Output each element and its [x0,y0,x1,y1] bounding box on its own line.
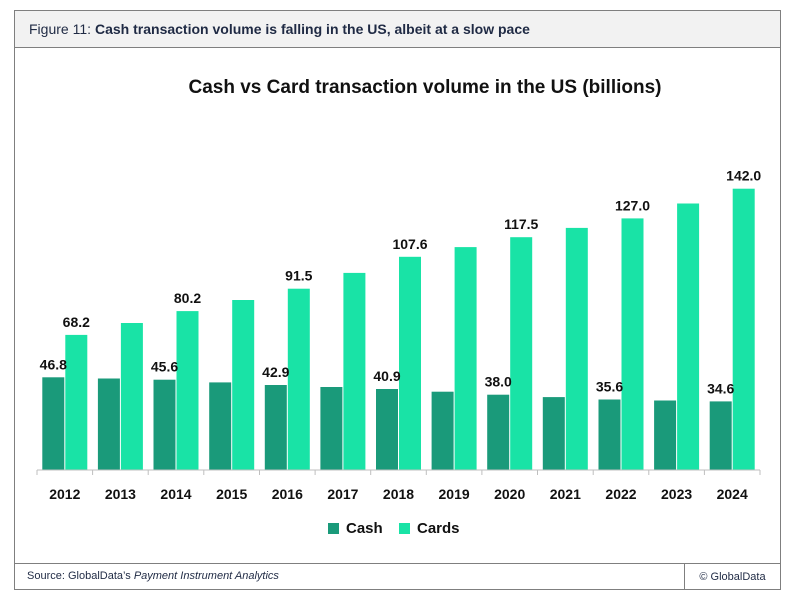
cards-value-label-2012: 68.2 [63,314,90,330]
cash-bar-2021 [542,397,565,470]
cards-bar-2024 [732,188,755,470]
cards-value-label-2020: 117.5 [504,216,538,232]
value-labels-layer: 46.8 68.2 45.6 80.2 42.9 91.5 40.9 107.6 38.0 117… [40,168,762,397]
cards-value-label-2022: 127.0 [615,197,650,213]
cards-value-label-2014: 80.2 [174,290,201,306]
chart-title: Cash vs Card transaction volume in the U… [189,77,662,98]
figure-header: Figure 11: Cash transaction volume is fa… [15,11,780,48]
cash-bar-2013 [97,378,120,470]
cash-value-label-2012: 46.8 [40,356,67,372]
bars-layer [42,188,755,470]
x-tick-label-2017: 2017 [327,486,358,502]
copyright-note: © GlobalData [684,564,780,589]
legend: Cash Cards [328,520,460,537]
x-tick-label-2014: 2014 [160,486,191,502]
cash-bar-2020 [487,394,510,470]
cash-bar-2018 [376,389,398,470]
x-tick-label-2022: 2022 [605,486,636,502]
source-name: Payment Instrument Analytics [133,570,279,582]
cards-bar-2019 [454,247,477,470]
x-tick-label-2019: 2019 [439,486,470,502]
cards-bar-2014 [176,311,199,470]
x-axis-ticks: 2012 2013 2014 2015 2016 2017 2018 2019 2020 2021… [36,470,761,502]
legend-swatch-cards [399,523,410,534]
x-tick-label-2023: 2023 [661,486,692,502]
cards-value-label-2016: 91.5 [285,268,312,284]
cards-bar-2017 [343,272,366,470]
x-tick-label-2015: 2015 [216,486,247,502]
source-note: Source: GlobalData’s Payment Instrument … [27,570,279,582]
cards-bar-2021 [565,227,588,470]
x-tick-label-2020: 2020 [494,486,525,502]
cards-bar-2013 [120,323,143,470]
cards-value-label-2018: 107.6 [392,236,427,252]
cash-bar-2016 [264,385,287,470]
cash-value-label-2024: 34.6 [707,380,734,396]
cash-bar-2012 [42,377,65,470]
x-tick-label-2024: 2024 [717,486,748,502]
figure-label: Figure 11: [29,21,91,37]
cash-bar-2022 [598,399,621,470]
cash-bar-2017 [320,387,343,470]
cards-bar-2016 [287,288,310,470]
cards-bar-2015 [232,300,255,470]
cards-bar-2022 [621,218,644,470]
x-tick-label-2012: 2012 [49,486,80,502]
x-tick-label-2021: 2021 [550,486,581,502]
cash-value-label-2022: 35.6 [596,379,623,395]
cards-bar-2023 [677,203,700,470]
cards-bar-2012 [65,334,88,470]
bar-chart: Cash vs Card transaction volume in the U… [36,77,762,537]
x-tick-label-2013: 2013 [105,486,136,502]
x-tick-label-2018: 2018 [383,486,414,502]
legend-label-cards: Cards [417,520,460,537]
cash-bar-2023 [654,400,677,470]
figure-frame: Figure 11: Cash transaction volume is fa… [14,10,781,590]
cards-bar-2018 [399,256,421,470]
legend-label-cash: Cash [346,520,383,537]
cash-bar-2024 [709,401,732,470]
figure-title: Cash transaction volume is falling in th… [95,21,530,37]
cards-bar-2020 [510,237,533,470]
source-prefix: Source: GlobalData’s [27,570,134,582]
cash-value-label-2014: 45.6 [151,359,178,375]
figure-footer: Source: GlobalData’s Payment Instrument … [15,563,780,589]
cash-value-label-2020: 38.0 [485,374,512,390]
x-tick-label-2016: 2016 [272,486,303,502]
cash-bar-2014 [153,379,176,470]
legend-swatch-cash [328,523,339,534]
cards-value-label-2024: 142.0 [726,168,761,184]
cash-bar-2015 [209,382,232,470]
cash-value-label-2016: 42.9 [262,364,289,380]
cash-bar-2019 [431,391,454,470]
cash-value-label-2018: 40.9 [373,368,400,384]
